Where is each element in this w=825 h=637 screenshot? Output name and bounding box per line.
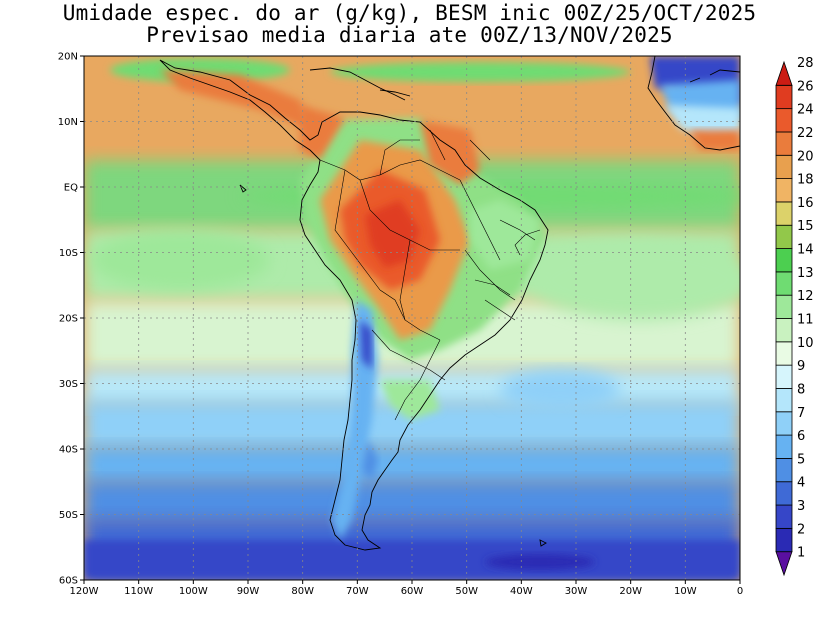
colorbar-swatch [775,248,793,273]
gridlines [84,56,740,580]
lon-label: 100W [179,586,208,597]
lat-label: 20N [58,52,78,63]
lon-label: 110W [124,586,153,597]
colorbar-swatch [775,458,793,483]
colorbar-label: 14 [797,243,814,258]
colorbar-label: 3 [797,499,805,514]
title-line-1: Umidade espec. do ar (g/kg), BESM inic 0… [62,1,757,25]
colorbar-label: 10 [797,336,814,351]
lon-label: 90W [237,586,260,597]
title-line-2: Previsao media diaria ate 00Z/13/NOV/202… [146,23,673,47]
lat-label: 50S [59,510,78,521]
colorbar-label: 11 [797,313,814,328]
colorbar-label: 20 [797,149,814,164]
lon-label: 0 [737,586,743,597]
colorbar-swatch [775,551,793,577]
colorbar-swatch [775,271,793,296]
colorbar-label: 26 [797,79,814,94]
lat-label: 20S [59,314,78,325]
lon-label: 30W [565,586,588,597]
humidity-field [84,56,740,580]
colorbar-swatch [775,481,793,506]
colorbar-swatch [775,434,793,459]
colorbar-label: 12 [797,289,814,304]
lon-label: 120W [70,586,99,597]
colorbar-swatch [775,154,793,179]
lat-label: 10S [59,248,78,259]
colorbar-label: 4 [797,476,805,491]
lon-label: 80W [291,586,314,597]
colorbar-label: 2 [797,522,805,537]
colorbar-label: 13 [797,266,814,281]
colorbar-swatch [775,131,793,156]
colorbar-swatch [775,364,793,389]
colorbar-label: 8 [797,382,805,397]
colorbar-swatch [775,84,793,110]
colorbar-label: 9 [797,359,805,374]
lon-label: 10W [674,586,697,597]
colorbar-swatch [775,294,793,319]
colorbar-swatch [775,178,793,203]
lon-label: 50W [455,586,478,597]
lon-label: 40W [510,586,533,597]
colorbar-swatch [775,224,793,249]
colorbar-swatch [775,411,793,436]
colorbar-label: 22 [797,126,814,141]
colorbar-label: 5 [797,452,805,467]
lon-label: 70W [346,586,369,597]
lon-label: 60W [401,586,424,597]
colorbar-swatch [775,388,793,413]
colorbar-swatch [775,108,793,133]
lat-label: 10N [58,117,78,128]
colorbar-label: 28 [797,56,814,71]
colorbar-swatch [775,527,793,553]
colorbar-label: 7 [797,406,805,421]
colorbar-swatch [775,504,793,529]
colorbar-swatch [775,201,793,226]
lat-label: 30S [59,379,78,390]
country-borders [319,129,541,421]
lat-label: 60S [59,576,78,587]
coastlines [159,56,740,551]
colorbar-label: 1 [797,546,805,561]
colorbar-label: 6 [797,429,805,444]
colorbar-swatch [775,341,793,366]
colorbar-swatch [775,318,793,343]
colorbar-label: 15 [797,219,814,234]
colorbar-label: 18 [797,173,814,188]
lon-label: 20W [619,586,642,597]
colorbar-swatch [775,60,793,86]
lat-label: 40S [59,445,78,456]
colorbar-label: 16 [797,196,814,211]
lat-label: EQ [64,183,78,194]
colorbar-label: 24 [797,103,814,118]
